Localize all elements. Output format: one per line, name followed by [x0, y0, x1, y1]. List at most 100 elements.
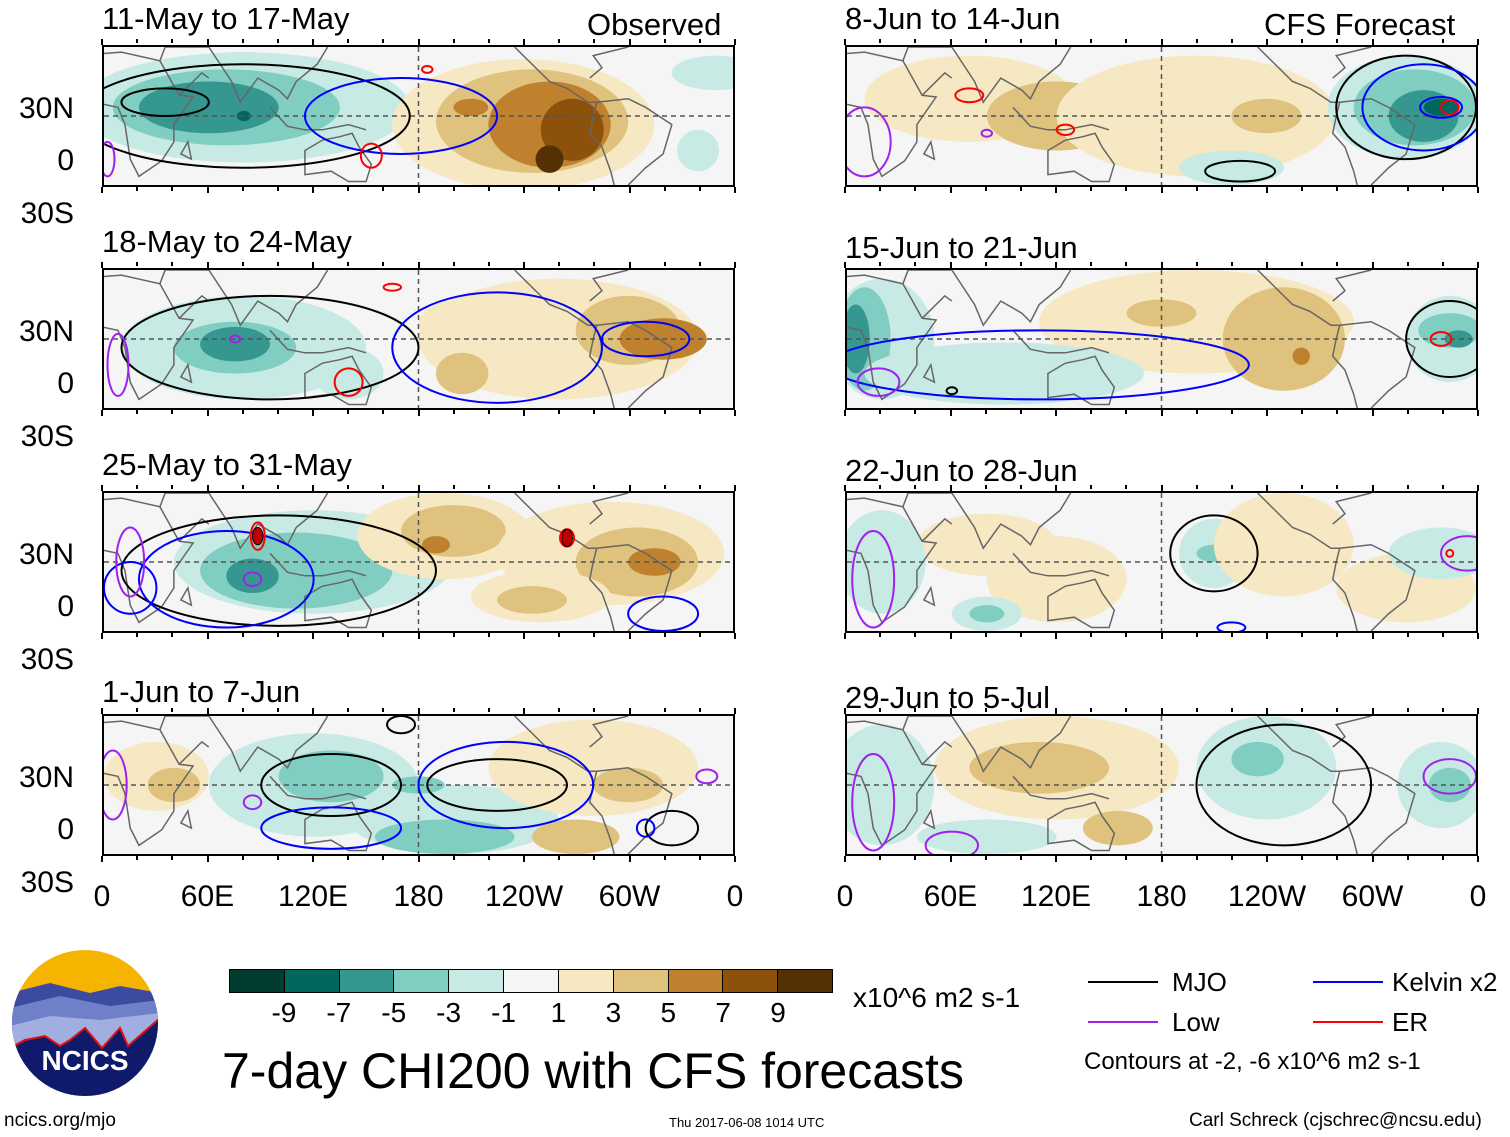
- tick-mark: [734, 856, 736, 862]
- map-panel-forecast: [845, 491, 1478, 633]
- tick-mark: [101, 262, 103, 268]
- coastline: [181, 811, 191, 828]
- anomaly-shading: [1428, 767, 1471, 803]
- tick-mark: [1160, 633, 1163, 639]
- filtered-contour: [261, 754, 401, 816]
- colorbar-label: 3: [605, 997, 622, 1028]
- colorbar: [229, 969, 833, 993]
- tick-mark: [698, 633, 701, 637]
- tick-mark: [734, 708, 736, 714]
- tick-mark: [101, 485, 103, 491]
- filtered-contour: [361, 144, 382, 168]
- filtered-contour: [857, 368, 899, 396]
- tick-mark: [1090, 187, 1093, 191]
- coastline: [179, 742, 209, 764]
- tick-mark: [452, 633, 455, 637]
- coastline: [590, 270, 628, 301]
- tick-mark: [206, 187, 209, 193]
- tick-mark: [593, 856, 596, 860]
- coastline: [160, 493, 328, 548]
- tick-mark: [1090, 633, 1093, 637]
- coastline: [597, 99, 672, 185]
- tick-mark: [1406, 485, 1409, 489]
- tick-mark: [914, 39, 917, 43]
- tick-mark: [844, 187, 846, 193]
- tick-mark: [1019, 262, 1022, 266]
- tick-mark: [136, 410, 139, 414]
- anomaly-shading: [453, 98, 489, 116]
- tick-mark: [628, 262, 631, 268]
- tick-mark: [312, 262, 314, 268]
- tick-mark: [312, 633, 314, 639]
- filtered-contour: [392, 292, 602, 402]
- filtered-contour: [422, 66, 432, 73]
- tick-mark: [949, 262, 952, 268]
- tick-mark: [347, 856, 350, 860]
- colorbar-label: 9: [770, 997, 786, 1028]
- tick-mark: [949, 633, 952, 639]
- coastline: [903, 270, 1071, 325]
- tick-mark: [347, 485, 350, 489]
- anomaly-shading: [1082, 810, 1153, 846]
- tick-mark: [558, 187, 561, 191]
- tick-mark: [984, 187, 987, 191]
- filtered-contour: [107, 334, 128, 396]
- tick-mark: [312, 485, 314, 491]
- filtered-contour: [1170, 515, 1257, 591]
- tick-mark: [347, 410, 350, 414]
- tick-mark: [206, 410, 209, 416]
- tick-mark: [879, 485, 882, 489]
- tick-mark: [452, 410, 455, 414]
- coastline: [179, 73, 209, 95]
- latitude-label: 0: [57, 144, 74, 177]
- timestamp: Thu 2017-06-08 1014 UTC: [669, 1115, 825, 1130]
- units-label: x10^6 m2 s-1: [853, 982, 1021, 1013]
- tick-mark: [1406, 262, 1409, 266]
- tick-mark: [136, 187, 139, 191]
- tick-mark: [1371, 39, 1374, 45]
- tick-mark: [241, 708, 244, 712]
- colorbar-swatch: [339, 970, 395, 992]
- tick-mark: [171, 187, 174, 191]
- tick-mark: [1019, 187, 1022, 191]
- tick-mark: [452, 39, 455, 43]
- filtered-contour: [646, 811, 698, 846]
- tick-mark: [417, 485, 420, 491]
- tick-mark: [487, 187, 490, 191]
- tick-mark: [1230, 856, 1233, 860]
- tick-mark: [1406, 410, 1409, 414]
- tick-mark: [1336, 485, 1339, 489]
- filtered-contour: [121, 296, 418, 400]
- tick-mark: [1160, 187, 1163, 193]
- contour-note: Contours at -2, -6 x10^6 m2 s-1: [1084, 1048, 1421, 1075]
- legend-label-mjo: MJO: [1172, 967, 1227, 997]
- tick-mark: [1125, 187, 1128, 191]
- tick-mark: [347, 708, 350, 712]
- longitude-label: 120W: [1227, 880, 1307, 913]
- tick-mark: [593, 708, 596, 712]
- coastline: [590, 493, 628, 524]
- anomaly-shading: [1388, 527, 1476, 580]
- panel-title: 22-Jun to 28-Jun: [845, 453, 1078, 488]
- tick-mark: [844, 39, 846, 45]
- anomaly-shading: [200, 326, 270, 362]
- anomaly-shading: [540, 98, 604, 161]
- tick-mark: [879, 410, 882, 414]
- tick-mark: [417, 39, 420, 45]
- coastline: [924, 588, 934, 605]
- tick-mark: [136, 708, 139, 712]
- coastline: [847, 275, 936, 399]
- tick-mark: [101, 187, 103, 193]
- coastline: [1333, 47, 1371, 78]
- coastline: [597, 322, 672, 408]
- anomaly-shading: [1213, 493, 1354, 597]
- tick-mark: [1055, 633, 1057, 639]
- filtered-contour: [696, 769, 717, 783]
- tick-mark: [1195, 262, 1198, 266]
- anomaly-shading: [969, 741, 1110, 794]
- anomaly-shading: [278, 750, 384, 803]
- tick-mark: [206, 262, 209, 268]
- tick-mark: [312, 39, 314, 45]
- tick-mark: [1090, 856, 1093, 860]
- filtered-contour: [852, 531, 894, 628]
